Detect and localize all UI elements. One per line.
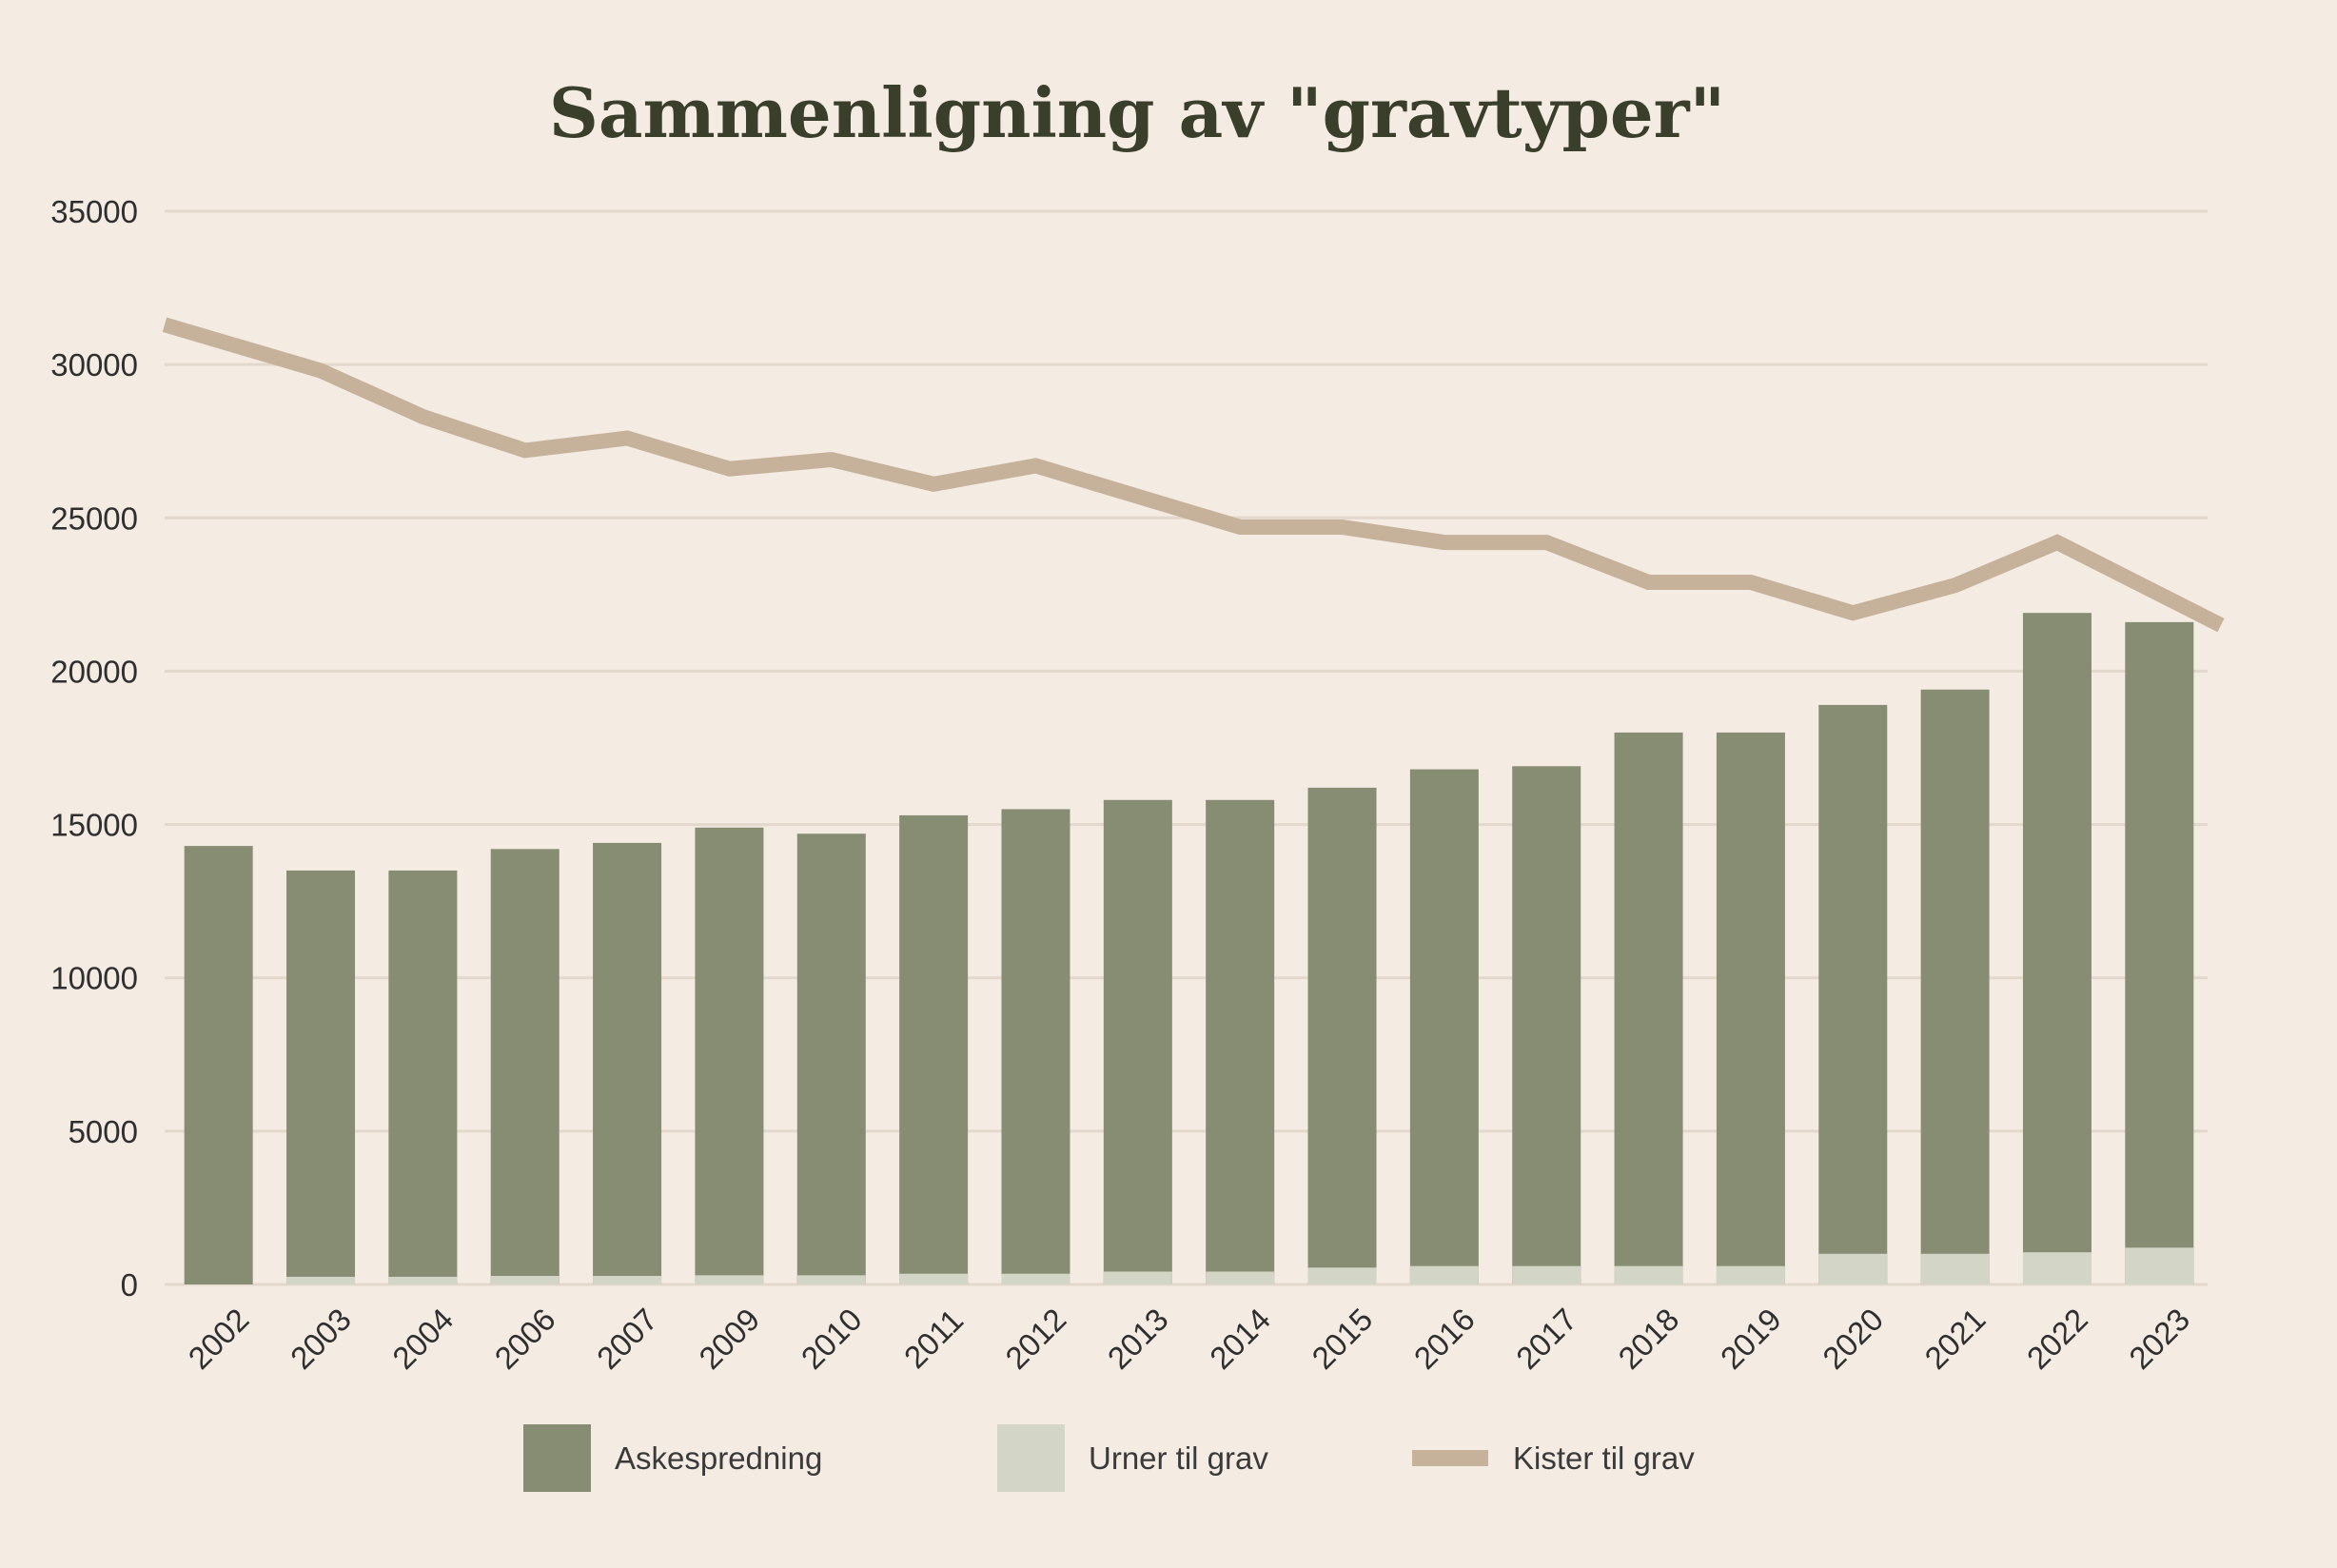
bar-urner [1716,1265,1785,1284]
chart-title: Sammenligning av "gravtyper" [549,72,1725,153]
legend-label: Askespredning [615,1441,822,1476]
bar-urner [1001,1273,1070,1284]
bar-askespredning [1103,799,1172,1284]
bar-askespredning [1206,799,1275,1284]
bar-askespredning [1307,787,1377,1284]
x-tick-label: 2022 [2020,1302,2094,1376]
legend-swatch [997,1424,1065,1492]
bar-askespredning [388,870,458,1284]
bar-askespredning [1818,704,1888,1284]
bar-urner [1103,1271,1172,1284]
bar-askespredning [1920,689,1990,1284]
bar-askespredning [1409,769,1479,1284]
x-tick-label: 2011 [897,1303,970,1375]
x-tick-label: 2023 [2122,1302,2196,1376]
x-tick-label: 2006 [488,1302,562,1376]
legend: Askespredning Urner til grav Kister til gr… [523,1424,1695,1492]
x-tick-label: 2003 [284,1302,358,1376]
x-tick-label: 2019 [1714,1302,1788,1376]
bar-askespredning [2022,613,2092,1284]
y-tick-label: 5000 [69,1114,138,1149]
bar-askespredning [2125,621,2194,1284]
bar-urner [1206,1271,1275,1284]
x-tick-label: 2007 [590,1302,664,1376]
x-tick-label: 2009 [692,1302,766,1376]
x-tick-label: 2017 [1509,1302,1583,1376]
bar-urner [796,1275,866,1284]
bar-urner [1818,1253,1888,1284]
bar-urner [1920,1253,1990,1284]
bar-urner [388,1276,458,1284]
bar-askespredning [796,833,866,1284]
y-axis-ticks: 35000 30000 25000 20000 15000 10000 5000 0 [50,194,138,1303]
y-tick-label: 25000 [50,500,138,536]
legend-swatch [1412,1450,1488,1466]
bar-urner [2022,1252,2092,1284]
bar-askespredning [286,870,356,1284]
x-tick-label: 2015 [1305,1302,1379,1376]
line-kister [162,317,2225,633]
bar-urner [1614,1265,1683,1284]
bar-askespredning [490,849,560,1284]
y-tick-label: 30000 [50,347,138,382]
bar-askespredning [593,842,662,1284]
x-axis-ticks: 2002 2003 2004 2006 2007 2009 2010 2011 2012 2013… [182,1302,2197,1376]
x-tick-label: 2010 [795,1302,869,1376]
y-tick-label: 0 [121,1267,138,1303]
x-tick-label: 2004 [385,1302,460,1376]
grid [165,209,2208,1286]
bar-askespredning [184,846,253,1284]
legend-label: Kister til grav [1513,1441,1695,1476]
y-tick-label: 10000 [50,961,138,996]
x-tick-label: 2002 [182,1302,256,1376]
bar-askespredning [1001,809,1070,1284]
bar-urner [286,1276,356,1284]
bar-askespredning [1716,732,1785,1284]
bar-urner [1409,1265,1479,1284]
y-tick-label: 35000 [50,194,138,229]
bars [184,613,2194,1284]
x-tick-label: 2013 [1101,1302,1175,1376]
y-tick-label: 15000 [50,808,138,843]
legend-swatch [523,1424,591,1492]
bar-askespredning [1512,766,1581,1284]
x-tick-label: 2014 [1203,1302,1277,1376]
x-tick-label: 2012 [998,1302,1072,1376]
bar-urner [593,1275,662,1284]
bar-urner [695,1275,764,1284]
bar-urner [2125,1247,2194,1284]
x-tick-label: 2018 [1611,1302,1685,1376]
bar-askespredning [899,814,969,1284]
bar-urner [1512,1265,1581,1284]
x-tick-label: 2016 [1407,1302,1482,1376]
line-series [162,317,2225,633]
x-tick-label: 2021 [1917,1302,1992,1376]
y-tick-label: 20000 [50,654,138,689]
bar-askespredning [695,827,764,1284]
bar-askespredning [1614,732,1683,1284]
bar-urner [490,1275,560,1284]
bar-urner [1307,1267,1377,1284]
legend-label: Urner til grav [1089,1441,1268,1476]
bar-urner [899,1273,969,1284]
x-tick-label: 2020 [1816,1302,1890,1376]
